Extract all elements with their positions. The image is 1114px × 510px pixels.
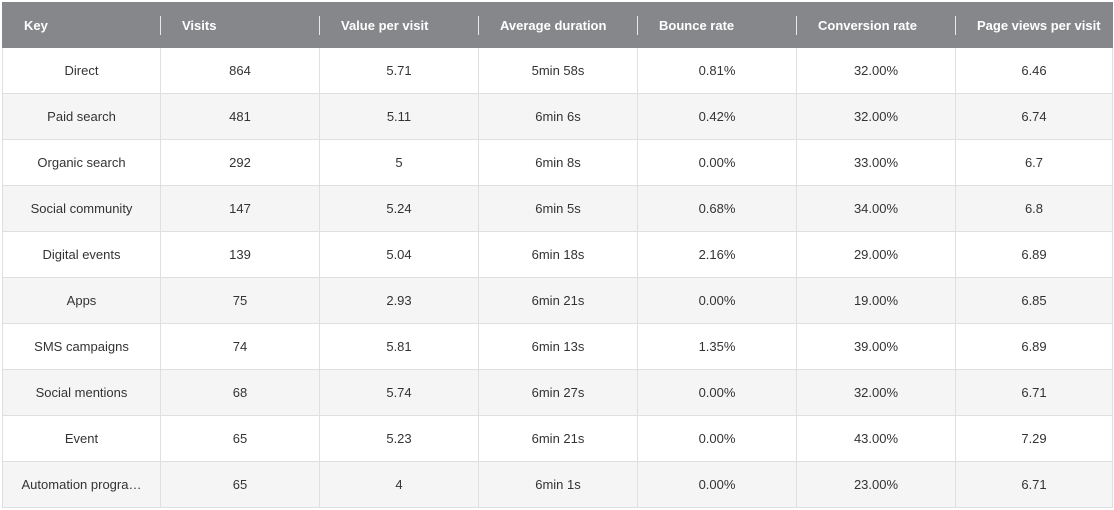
cell-bounce-rate: 0.81%: [637, 48, 796, 93]
table-row[interactable]: Event 65 5.23 6min 21s 0.00% 43.00% 7.29: [2, 416, 1113, 462]
cell-bounce-rate: 2.16%: [637, 232, 796, 277]
table-row[interactable]: Paid search 481 5.11 6min 6s 0.42% 32.00% 6.74: [2, 94, 1113, 140]
table-row[interactable]: Apps 75 2.93 6min 21s 0.00% 19.00% 6.85: [2, 278, 1113, 324]
cell-visits: 74: [160, 324, 319, 369]
cell-visits: 65: [160, 416, 319, 461]
cell-bounce-rate: 1.35%: [637, 324, 796, 369]
cell-key: Paid search: [2, 94, 160, 139]
cell-conversion-rate: 34.00%: [796, 186, 955, 231]
cell-visits: 147: [160, 186, 319, 231]
cell-average-duration: 5min 58s: [478, 48, 637, 93]
cell-average-duration: 6min 18s: [478, 232, 637, 277]
column-header-conversion-rate[interactable]: Conversion rate: [796, 2, 955, 48]
cell-conversion-rate: 19.00%: [796, 278, 955, 323]
cell-visits: 139: [160, 232, 319, 277]
cell-bounce-rate: 0.42%: [637, 94, 796, 139]
cell-value-per-visit: 5.71: [319, 48, 478, 93]
cell-key: SMS campaigns: [2, 324, 160, 369]
cell-average-duration: 6min 1s: [478, 462, 637, 507]
cell-page-views-per-visit: 6.89: [955, 232, 1113, 277]
cell-bounce-rate: 0.00%: [637, 462, 796, 507]
cell-value-per-visit: 4: [319, 462, 478, 507]
cell-visits: 68: [160, 370, 319, 415]
cell-key: Apps: [2, 278, 160, 323]
cell-visits: 864: [160, 48, 319, 93]
cell-page-views-per-visit: 6.8: [955, 186, 1113, 231]
table-row[interactable]: Automation progra… 65 4 6min 1s 0.00% 23.00% 6…: [2, 462, 1113, 508]
cell-value-per-visit: 5.04: [319, 232, 478, 277]
table-row[interactable]: Social mentions 68 5.74 6min 27s 0.00% 32.00%…: [2, 370, 1113, 416]
cell-average-duration: 6min 21s: [478, 278, 637, 323]
cell-visits: 65: [160, 462, 319, 507]
cell-average-duration: 6min 6s: [478, 94, 637, 139]
cell-value-per-visit: 2.93: [319, 278, 478, 323]
column-header-page-views-per-visit[interactable]: Page views per visit: [955, 2, 1113, 48]
table-body: Direct 864 5.71 5min 58s 0.81% 32.00% 6.46 Paid…: [2, 48, 1113, 508]
column-header-value-per-visit[interactable]: Value per visit: [319, 2, 478, 48]
cell-key: Social mentions: [2, 370, 160, 415]
cell-conversion-rate: 32.00%: [796, 370, 955, 415]
cell-page-views-per-visit: 6.71: [955, 370, 1113, 415]
cell-average-duration: 6min 27s: [478, 370, 637, 415]
table-row[interactable]: SMS campaigns 74 5.81 6min 13s 1.35% 39.00% 6.…: [2, 324, 1113, 370]
table-row[interactable]: Digital events 139 5.04 6min 18s 2.16% 29.00%…: [2, 232, 1113, 278]
cell-value-per-visit: 5.74: [319, 370, 478, 415]
cell-average-duration: 6min 21s: [478, 416, 637, 461]
cell-visits: 75: [160, 278, 319, 323]
table-row[interactable]: Organic search 292 5 6min 8s 0.00% 33.00% 6.7: [2, 140, 1113, 186]
table-row[interactable]: Social community 147 5.24 6min 5s 0.68% 34.00…: [2, 186, 1113, 232]
cell-key: Direct: [2, 48, 160, 93]
cell-page-views-per-visit: 6.85: [955, 278, 1113, 323]
cell-conversion-rate: 39.00%: [796, 324, 955, 369]
cell-value-per-visit: 5: [319, 140, 478, 185]
column-header-bounce-rate[interactable]: Bounce rate: [637, 2, 796, 48]
cell-bounce-rate: 0.68%: [637, 186, 796, 231]
cell-key: Social community: [2, 186, 160, 231]
cell-bounce-rate: 0.00%: [637, 140, 796, 185]
cell-key: Digital events: [2, 232, 160, 277]
cell-page-views-per-visit: 6.89: [955, 324, 1113, 369]
cell-visits: 481: [160, 94, 319, 139]
cell-value-per-visit: 5.24: [319, 186, 478, 231]
cell-conversion-rate: 32.00%: [796, 48, 955, 93]
cell-average-duration: 6min 5s: [478, 186, 637, 231]
cell-page-views-per-visit: 6.46: [955, 48, 1113, 93]
cell-page-views-per-visit: 6.71: [955, 462, 1113, 507]
cell-value-per-visit: 5.81: [319, 324, 478, 369]
cell-bounce-rate: 0.00%: [637, 416, 796, 461]
cell-average-duration: 6min 13s: [478, 324, 637, 369]
cell-bounce-rate: 0.00%: [637, 370, 796, 415]
table-header-row: Key Visits Value per visit Average durat…: [2, 2, 1113, 48]
cell-conversion-rate: 32.00%: [796, 94, 955, 139]
cell-visits: 292: [160, 140, 319, 185]
cell-conversion-rate: 33.00%: [796, 140, 955, 185]
cell-key: Event: [2, 416, 160, 461]
table-row[interactable]: Direct 864 5.71 5min 58s 0.81% 32.00% 6.46: [2, 48, 1113, 94]
cell-average-duration: 6min 8s: [478, 140, 637, 185]
column-header-average-duration[interactable]: Average duration: [478, 2, 637, 48]
cell-value-per-visit: 5.11: [319, 94, 478, 139]
cell-conversion-rate: 23.00%: [796, 462, 955, 507]
cell-key: Automation progra…: [2, 462, 160, 507]
cell-value-per-visit: 5.23: [319, 416, 478, 461]
cell-page-views-per-visit: 7.29: [955, 416, 1113, 461]
cell-conversion-rate: 29.00%: [796, 232, 955, 277]
cell-key: Organic search: [2, 140, 160, 185]
column-header-key[interactable]: Key: [24, 17, 48, 33]
cell-conversion-rate: 43.00%: [796, 416, 955, 461]
cell-bounce-rate: 0.00%: [637, 278, 796, 323]
column-header-visits[interactable]: Visits: [160, 2, 319, 48]
cell-page-views-per-visit: 6.74: [955, 94, 1113, 139]
cell-page-views-per-visit: 6.7: [955, 140, 1113, 185]
